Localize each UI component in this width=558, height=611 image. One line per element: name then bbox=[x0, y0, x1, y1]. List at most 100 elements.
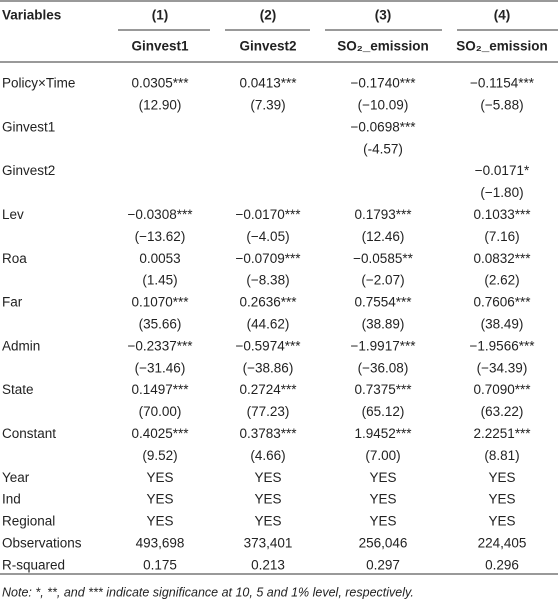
t-statistic: (7.00) bbox=[365, 448, 400, 463]
t-statistic: (9.52) bbox=[142, 448, 177, 463]
t-statistic: (−2.07) bbox=[361, 273, 404, 288]
coefficient: −0.0585** bbox=[353, 251, 413, 266]
coefficient: 0.296 bbox=[485, 557, 519, 572]
coefficient: YES bbox=[254, 514, 281, 529]
row-label: Regional bbox=[2, 514, 55, 529]
row-label: Constant bbox=[2, 426, 56, 441]
coefficient: 224,405 bbox=[478, 535, 527, 550]
t-statistic: (−4.05) bbox=[246, 229, 289, 244]
t-statistic: (−5.88) bbox=[480, 97, 523, 112]
t-statistic: (1.45) bbox=[142, 273, 177, 288]
t-statistic: (−10.09) bbox=[358, 97, 409, 112]
row-label: Admin bbox=[2, 338, 40, 353]
coefficient: YES bbox=[488, 514, 515, 529]
coefficient: 2.2251*** bbox=[473, 426, 531, 441]
coefficient: 373,401 bbox=[244, 535, 293, 550]
t-statistic: (−31.46) bbox=[135, 360, 186, 375]
coefficient: 0.3783*** bbox=[239, 426, 297, 441]
row-label: Roa bbox=[2, 251, 27, 266]
t-statistic: (-4.57) bbox=[363, 141, 403, 156]
coefficient: YES bbox=[369, 492, 396, 507]
coefficient: YES bbox=[369, 514, 396, 529]
t-statistic: (63.22) bbox=[481, 404, 524, 419]
t-statistic: (−38.86) bbox=[243, 360, 294, 375]
coefficient: 0.297 bbox=[366, 557, 400, 572]
coefficient: 0.1033*** bbox=[473, 207, 531, 222]
t-statistic: (7.16) bbox=[484, 229, 519, 244]
coefficient: −0.0171* bbox=[475, 163, 530, 178]
t-statistic: (12.90) bbox=[139, 97, 182, 112]
dependent-variable: SO₂_emission bbox=[337, 39, 429, 54]
column-number: (1) bbox=[152, 8, 169, 23]
coefficient: YES bbox=[146, 514, 173, 529]
variables-header: Variables bbox=[2, 8, 61, 23]
coefficient: −0.1154*** bbox=[470, 76, 535, 91]
coefficient: 0.7606*** bbox=[473, 295, 531, 310]
coefficient: 0.0053 bbox=[139, 251, 180, 266]
column-number: (2) bbox=[260, 8, 277, 23]
row-label: Policy×Time bbox=[2, 76, 75, 91]
note: Note: *, **, and *** indicate significan… bbox=[2, 585, 414, 599]
coefficient: 1.9452*** bbox=[354, 426, 412, 441]
coefficient: −0.1740*** bbox=[351, 76, 417, 91]
row-label: Ginvest2 bbox=[2, 163, 55, 178]
coefficient: YES bbox=[369, 470, 396, 485]
coefficient: 0.2636*** bbox=[239, 295, 297, 310]
dependent-variable: SO₂_emission bbox=[456, 39, 548, 54]
t-statistic: (35.66) bbox=[139, 316, 182, 331]
coefficient: −1.9917*** bbox=[351, 338, 417, 353]
coefficient: YES bbox=[488, 492, 515, 507]
t-statistic: (4.66) bbox=[250, 448, 285, 463]
row-label: State bbox=[2, 382, 34, 397]
coefficient: −0.0698*** bbox=[351, 119, 417, 134]
t-statistic: (2.62) bbox=[484, 273, 519, 288]
t-statistic: (−8.38) bbox=[246, 273, 289, 288]
t-statistic: (7.39) bbox=[250, 97, 285, 112]
coefficient: 0.1070*** bbox=[131, 295, 189, 310]
t-statistic: (−1.80) bbox=[480, 185, 523, 200]
coefficient: −0.0709*** bbox=[236, 251, 302, 266]
dependent-variable: Ginvest2 bbox=[239, 39, 296, 54]
coefficient: 493,698 bbox=[136, 535, 185, 550]
coefficient: YES bbox=[254, 470, 281, 485]
t-statistic: (−13.62) bbox=[135, 229, 186, 244]
t-statistic: (44.62) bbox=[247, 316, 290, 331]
t-statistic: (−34.39) bbox=[477, 360, 528, 375]
t-statistic: (77.23) bbox=[247, 404, 290, 419]
t-statistic: (70.00) bbox=[139, 404, 182, 419]
t-statistic: (65.12) bbox=[362, 404, 405, 419]
coefficient: −0.0308*** bbox=[128, 207, 194, 222]
coefficient: 0.1793*** bbox=[354, 207, 412, 222]
row-label: R-squared bbox=[2, 557, 65, 572]
coefficient: 0.7554*** bbox=[354, 295, 412, 310]
coefficient: YES bbox=[146, 470, 173, 485]
coefficient: −1.9566*** bbox=[470, 338, 536, 353]
t-statistic: (38.49) bbox=[481, 316, 524, 331]
row-label: Observations bbox=[2, 535, 82, 550]
column-number: (3) bbox=[375, 8, 392, 23]
dependent-variable: Ginvest1 bbox=[131, 39, 189, 54]
coefficient: YES bbox=[146, 492, 173, 507]
t-statistic: (12.46) bbox=[362, 229, 405, 244]
t-statistic: (−36.08) bbox=[358, 360, 409, 375]
coefficient: 0.0832*** bbox=[473, 251, 531, 266]
coefficient: 0.7090*** bbox=[473, 382, 531, 397]
coefficient: YES bbox=[488, 470, 515, 485]
coefficient: 0.1497*** bbox=[131, 382, 189, 397]
coefficient: YES bbox=[254, 492, 281, 507]
coefficient: −0.5974*** bbox=[236, 338, 302, 353]
coefficient: 0.2724*** bbox=[239, 382, 297, 397]
row-label: Year bbox=[2, 470, 30, 485]
coefficient: 0.0413*** bbox=[239, 76, 297, 91]
coefficient: 256,046 bbox=[359, 535, 408, 550]
row-label: Ind bbox=[2, 492, 21, 507]
coefficient: 0.175 bbox=[143, 557, 177, 572]
coefficient: 0.0305*** bbox=[131, 76, 189, 91]
row-label: Far bbox=[2, 295, 23, 310]
coefficient: −0.2337*** bbox=[128, 338, 194, 353]
t-statistic: (8.81) bbox=[484, 448, 519, 463]
t-statistic: (38.89) bbox=[362, 316, 405, 331]
coefficient: 0.4025*** bbox=[131, 426, 189, 441]
row-label: Ginvest1 bbox=[2, 119, 55, 134]
